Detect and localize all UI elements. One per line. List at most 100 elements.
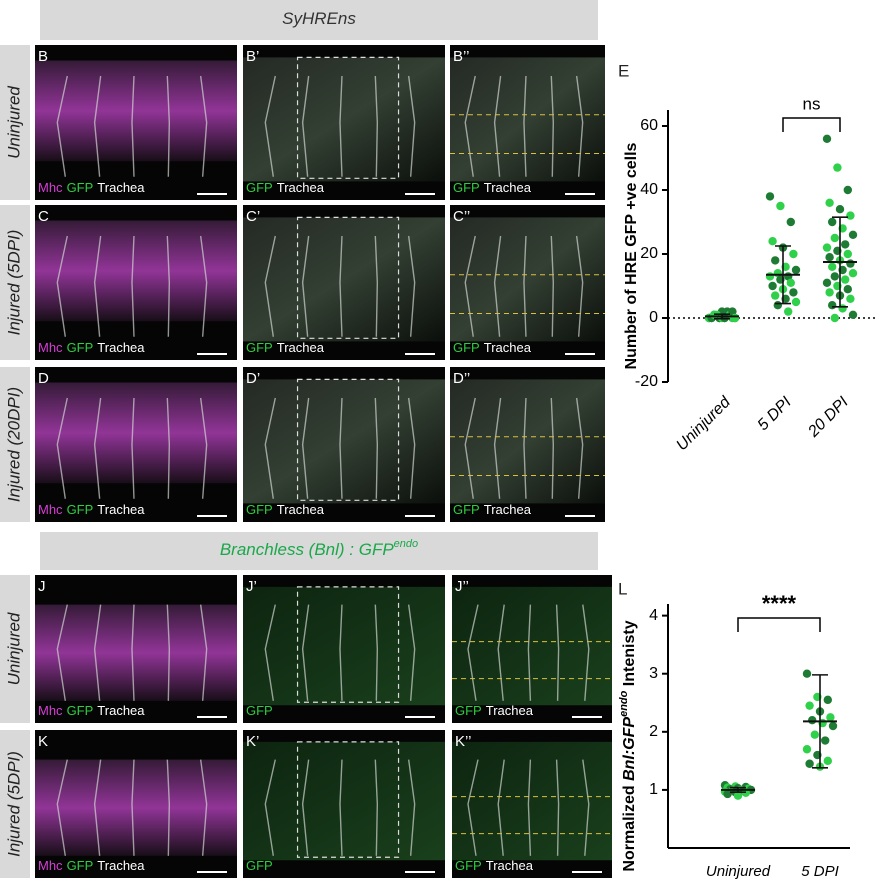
panel-letter: K [38,733,48,750]
trachea [493,235,502,337]
trachea [523,397,527,499]
trachea [93,235,102,337]
y-tick-label: 1 [649,781,658,798]
data-point [789,288,798,297]
trachea [199,235,208,337]
trachea [301,75,310,177]
caption-word: Trachea [486,703,534,718]
data-point [784,307,793,316]
data-point [846,294,855,303]
inset-box [296,56,400,179]
trachea [301,759,310,856]
significance-label: **** [762,591,797,616]
data-point [802,669,812,678]
row-label-bar [0,575,30,723]
trachea [407,235,416,337]
panel-letter: J’ [246,578,257,595]
panel-caption: Mhc GFP Trachea [38,858,145,873]
trachea [56,759,68,856]
data-point [825,198,834,207]
section-header [40,0,598,40]
panel-caption: GFP Trachea [453,340,532,355]
caption-word: GFP [67,502,94,517]
caption-word: GFP [67,703,94,718]
caption-word: Trachea [277,180,325,195]
trachea [264,759,276,856]
data-point [828,217,837,227]
trachea [199,759,208,856]
data-point [730,313,740,323]
trachea [407,397,416,499]
trachea [527,759,532,856]
trachea [199,604,208,701]
trachea [93,397,102,499]
caption-word: GFP [246,180,273,195]
caption-word: GFP [455,858,482,873]
caption-word: Trachea [97,180,145,195]
row-label-bar [0,205,30,360]
trachea [339,604,343,701]
data-point [805,759,814,768]
data-point [791,297,801,307]
panel-letter: C’ [246,208,260,225]
y-tick-label: 20 [640,245,658,262]
trachea [555,604,560,701]
data-point [786,278,795,287]
data-point [825,288,834,297]
section-title: SyHREns [282,9,356,28]
panel-letter: B’’ [453,48,469,65]
x-tick-label: 20 DPI [804,393,852,441]
significance-bracket [782,117,841,132]
data-point [830,313,839,323]
x-tick-label: 5 DPI [754,393,795,434]
trachea [339,759,343,856]
row-label: Injured (5DPI) [4,751,23,857]
trachea [264,397,276,499]
panel-letter: C [38,208,49,225]
trachea [166,397,171,499]
y-tick-label: -20 [635,373,658,390]
data-point [826,713,835,722]
data-point [830,272,839,281]
panel-caption: Mhc GFP Trachea [38,502,145,517]
caption-word: Trachea [484,180,532,195]
caption-word: Trachea [97,858,145,873]
row-label-bar [0,45,30,200]
trachea [56,235,68,337]
row-label-bar [0,730,30,878]
panel-caption: Mhc GFP Trachea [38,703,145,718]
trachea [93,604,102,701]
x-tick-label: 5 DPI [801,863,839,880]
trachea [131,235,135,337]
data-point [828,721,838,731]
trachea [93,75,102,177]
trachea [166,604,171,701]
data-point [822,134,832,143]
caption-word: Trachea [277,502,325,517]
trachea [550,235,555,337]
data-point [822,243,832,252]
panel-letter: K’’ [455,733,471,750]
data-point [773,301,782,310]
panel-letter: D’ [246,370,260,387]
caption-word: Trachea [486,858,534,873]
title-part: endo [394,538,418,550]
trachea [575,397,584,499]
trachea [131,75,135,177]
data-point [835,205,845,214]
panel-caption: GFP Trachea [246,502,325,517]
row-label: Uninjured [4,612,23,685]
trachea [301,604,310,701]
data-point [841,240,850,249]
caption-word: Trachea [484,502,532,517]
trachea [493,75,502,177]
caption-word: GFP [246,858,273,873]
caption-word: Mhc [38,502,63,517]
data-point [728,307,737,316]
data-point [828,262,837,271]
panel-caption: Mhc GFP Trachea [38,340,145,355]
label-part: Number of HRE GFP +ve cells [623,142,640,369]
caption-word: GFP [67,340,94,355]
panel-caption: GFP Trachea [455,703,534,718]
data-point [843,185,852,195]
